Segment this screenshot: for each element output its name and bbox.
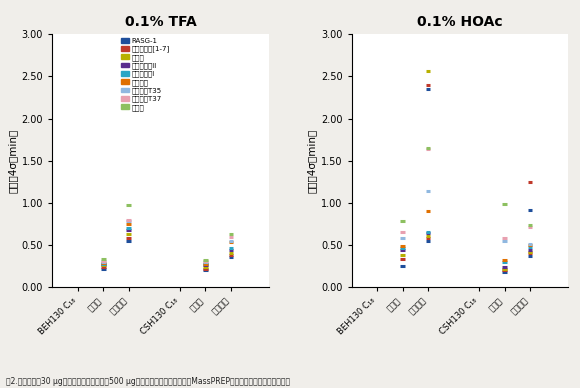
Y-axis label: 峰宽（4σ，min）: 峰宽（4σ，min）: [8, 128, 17, 193]
Legend: RASG-1, 血管紧张素[1-7], 缓激肽, 血管紧张素II, 血管紧张素I, 背景底物, 磷酸化酶T35, 磷酸化酶T37, 蜂毒肽: RASG-1, 血管紧张素[1-7], 缓激肽, 血管紧张素II, 血管紧张素I…: [121, 38, 170, 111]
Y-axis label: 峰宽（4σ，min）: 峰宽（4σ，min）: [307, 128, 317, 193]
Title: 0.1% HOAc: 0.1% HOAc: [417, 15, 503, 29]
Title: 0.1% TFA: 0.1% TFA: [125, 15, 197, 29]
Text: 图2.在分析型（30 μg混合物）和半制备型（500 μg混合物）上样量下观察到的MassPREP肽混合物中各种物质的峰宽。: 图2.在分析型（30 μg混合物）和半制备型（500 μg混合物）上样量下观察到…: [6, 377, 290, 386]
